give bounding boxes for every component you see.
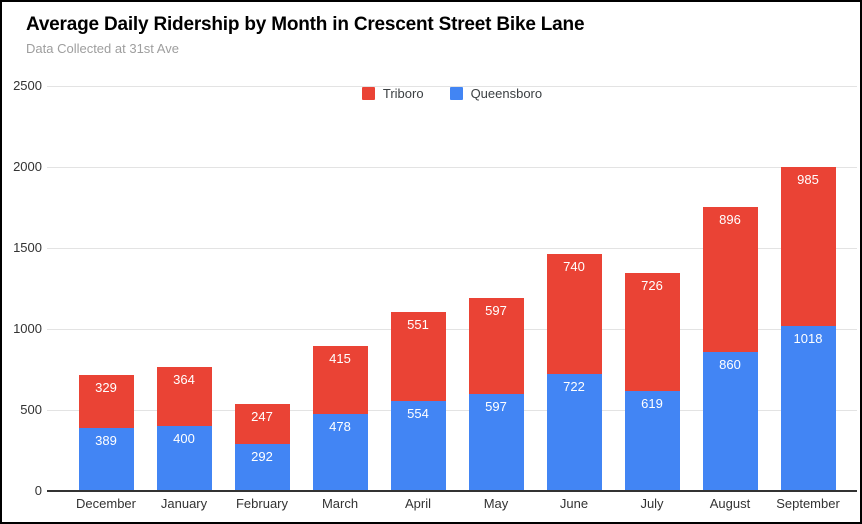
legend-label: Queensboro — [470, 86, 543, 101]
bar-value-label: 415 — [329, 351, 351, 367]
y-axis-label-1000: 1000 — [13, 321, 42, 336]
x-axis-label-june: June — [559, 496, 589, 511]
bar-segment-triboro-march: 415 — [312, 346, 368, 414]
bar-value-label: 722 — [563, 379, 585, 395]
legend-label: Triboro — [382, 86, 424, 101]
x-axis-label-december: December — [76, 496, 136, 511]
bar-segment-triboro-may: 597 — [468, 297, 524, 395]
y-axis-label-0: 0 — [34, 483, 42, 498]
bar-value-label: 329 — [95, 379, 117, 395]
bar-segment-queensboro-february: 292 — [234, 443, 290, 491]
y-axis-label-2500: 2500 — [13, 78, 42, 93]
legend-item-triboro: Triboro — [361, 86, 424, 101]
bar-segment-queensboro-april: 554 — [390, 401, 446, 491]
gridline-y-1000 — [47, 329, 857, 330]
bar-segment-queensboro-december: 389 — [78, 427, 134, 491]
bar-value-label: 478 — [329, 418, 351, 434]
legend-item-queensboro: Queensboro — [449, 86, 543, 101]
bar-segment-queensboro-may: 597 — [468, 394, 524, 491]
gridline-y-500 — [47, 410, 857, 411]
bar-segment-triboro-august: 896 — [702, 206, 758, 352]
bar-value-label: 389 — [95, 432, 117, 448]
bar-segment-queensboro-june: 722 — [546, 374, 602, 491]
x-axis-label-august: August — [709, 496, 751, 511]
gridline-y-2000 — [47, 167, 857, 168]
bar-segment-queensboro-august: 860 — [702, 351, 758, 491]
bar-segment-triboro-july: 726 — [624, 273, 680, 391]
bar-segment-queensboro-january: 400 — [156, 426, 212, 491]
bar-value-label: 740 — [563, 259, 585, 275]
bar-segment-queensboro-july: 619 — [624, 390, 680, 491]
chart-subtitle: Data Collected at 31st Ave — [26, 41, 179, 56]
bar-segment-triboro-september: 985 — [780, 166, 836, 327]
gridline-y-1500 — [47, 248, 857, 249]
chart-title: Average Daily Ridership by Month in Cres… — [26, 14, 585, 35]
bar-value-label: 364 — [173, 372, 195, 388]
bar-value-label: 619 — [641, 395, 663, 411]
bar-value-label: 554 — [407, 406, 429, 422]
bar-value-label: 985 — [797, 171, 819, 187]
x-axis-label-july: July — [640, 496, 664, 511]
bar-segment-queensboro-september: 1018 — [780, 326, 836, 491]
bar-segment-triboro-june: 740 — [546, 254, 602, 375]
x-axis-label-february: February — [235, 496, 289, 511]
y-axis-label-1500: 1500 — [13, 240, 42, 255]
x-axis-label-april: April — [404, 496, 431, 511]
bar-value-label: 551 — [407, 316, 429, 332]
x-axis-label-may: May — [483, 496, 509, 511]
legend-swatch-icon-triboro — [361, 87, 375, 100]
gridline-y-2500 — [47, 86, 857, 87]
y-axis-label-500: 500 — [20, 402, 42, 417]
bar-value-label: 896 — [719, 211, 741, 227]
x-axis-label-september: September — [776, 496, 840, 511]
bar-value-label: 292 — [251, 448, 273, 464]
x-axis-label-january: January — [160, 496, 208, 511]
bar-segment-triboro-april: 551 — [390, 311, 446, 402]
bar-segment-triboro-january: 364 — [156, 367, 212, 427]
y-axis-label-2000: 2000 — [13, 159, 42, 174]
x-axis-line — [47, 490, 857, 492]
bar-value-label: 597 — [485, 302, 507, 318]
legend: Triboro Queensboro — [47, 86, 857, 101]
bar-segment-triboro-february: 247 — [234, 403, 290, 444]
bar-value-label: 597 — [485, 399, 507, 415]
legend-swatch-icon-queensboro — [449, 87, 463, 100]
bar-segment-queensboro-march: 478 — [312, 413, 368, 491]
bar-value-label: 1018 — [793, 331, 823, 347]
bar-value-label: 726 — [641, 278, 663, 294]
bar-value-label: 400 — [173, 431, 195, 447]
bar-value-label: 860 — [719, 356, 741, 372]
bar-value-label: 247 — [251, 408, 273, 424]
x-axis-label-march: March — [321, 496, 359, 511]
bar-segment-triboro-december: 329 — [78, 374, 134, 428]
